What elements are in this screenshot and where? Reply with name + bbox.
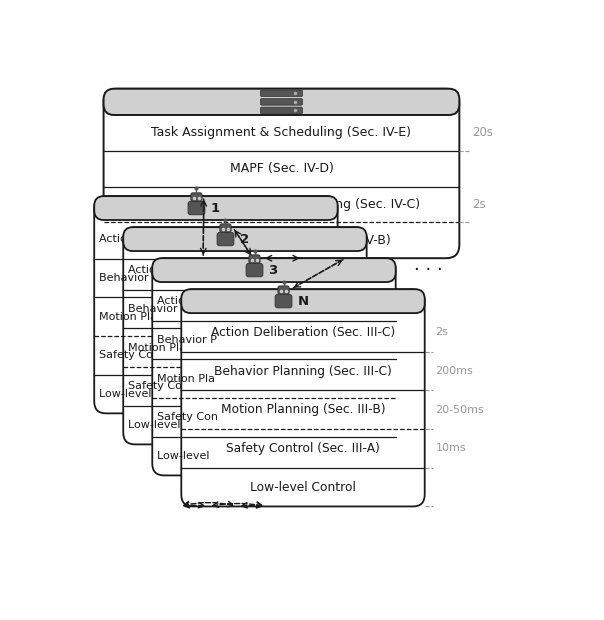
- FancyBboxPatch shape: [275, 294, 292, 308]
- Text: Motion Planning (Sec. III-B): Motion Planning (Sec. III-B): [220, 403, 385, 416]
- FancyBboxPatch shape: [181, 289, 425, 507]
- Text: Behavior Planning (Sec. III-C): Behavior Planning (Sec. III-C): [214, 365, 392, 378]
- Text: 1: 1: [211, 202, 220, 215]
- FancyBboxPatch shape: [181, 289, 425, 313]
- Text: Low-level: Low-level: [99, 389, 155, 399]
- Text: Persistent & Reactive Replanning (Sec. IV-C): Persistent & Reactive Replanning (Sec. I…: [143, 198, 420, 211]
- FancyBboxPatch shape: [123, 227, 367, 251]
- FancyBboxPatch shape: [152, 258, 396, 476]
- FancyBboxPatch shape: [104, 89, 460, 258]
- Text: Execution management (Sec. IV-B): Execution management (Sec. IV-B): [173, 234, 390, 247]
- FancyBboxPatch shape: [249, 255, 260, 264]
- FancyBboxPatch shape: [104, 89, 460, 115]
- Text: N: N: [298, 294, 309, 308]
- Text: Safety Con: Safety Con: [99, 350, 160, 360]
- FancyBboxPatch shape: [123, 227, 367, 445]
- Text: Safety Control (Sec. III-A): Safety Control (Sec. III-A): [226, 442, 380, 455]
- Text: 2s: 2s: [472, 198, 486, 211]
- FancyBboxPatch shape: [217, 232, 234, 246]
- Text: 200ms: 200ms: [435, 366, 473, 376]
- Text: 2: 2: [240, 232, 249, 246]
- FancyBboxPatch shape: [152, 258, 396, 282]
- Text: Action Del: Action Del: [128, 265, 185, 275]
- FancyBboxPatch shape: [188, 202, 205, 215]
- FancyBboxPatch shape: [246, 264, 263, 277]
- FancyBboxPatch shape: [94, 196, 338, 220]
- Text: MAPF (Sec. IV-D): MAPF (Sec. IV-D): [230, 162, 333, 175]
- Text: Action Deliberation (Sec. III-C): Action Deliberation (Sec. III-C): [211, 326, 395, 339]
- FancyBboxPatch shape: [278, 286, 289, 294]
- Text: Behavior P: Behavior P: [99, 273, 159, 283]
- Text: Behavior P: Behavior P: [128, 304, 188, 314]
- Text: Task Assignment & Scheduling (Sec. IV-E): Task Assignment & Scheduling (Sec. IV-E): [152, 126, 411, 140]
- FancyBboxPatch shape: [94, 196, 338, 414]
- Text: Low-level: Low-level: [157, 451, 213, 461]
- FancyBboxPatch shape: [260, 107, 303, 114]
- Text: Low-level Control: Low-level Control: [250, 480, 356, 494]
- Text: Safety Con: Safety Con: [157, 412, 218, 422]
- Text: 2s: 2s: [435, 327, 448, 337]
- Text: Motion Pla: Motion Pla: [157, 374, 215, 384]
- Text: Action Del: Action Del: [157, 296, 214, 306]
- Text: 20s: 20s: [472, 126, 493, 140]
- Text: · · ·: · · ·: [414, 261, 443, 279]
- FancyBboxPatch shape: [191, 193, 202, 202]
- FancyBboxPatch shape: [260, 99, 303, 105]
- Text: Low-level: Low-level: [128, 420, 184, 430]
- Text: 3: 3: [269, 264, 278, 277]
- Text: 10ms: 10ms: [435, 443, 466, 453]
- FancyBboxPatch shape: [260, 90, 303, 97]
- Text: Behavior P: Behavior P: [157, 335, 217, 345]
- FancyBboxPatch shape: [220, 224, 231, 232]
- Text: 20-50ms: 20-50ms: [435, 405, 484, 415]
- Text: Action Del: Action Del: [99, 234, 156, 244]
- Text: Safety Con: Safety Con: [128, 381, 189, 391]
- Text: Motion Pla: Motion Pla: [99, 312, 157, 322]
- Text: Motion Pla: Motion Pla: [128, 343, 186, 353]
